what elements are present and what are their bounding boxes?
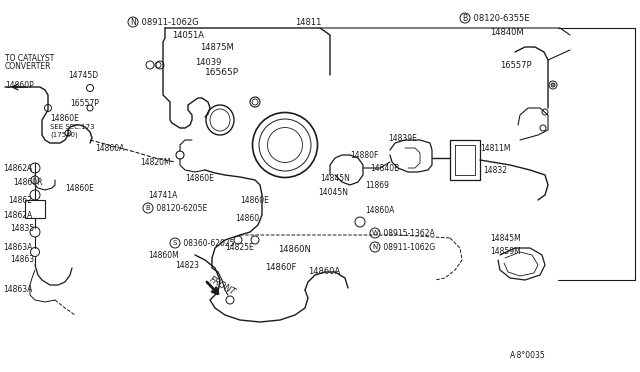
Text: S: S [173, 240, 177, 246]
Text: 14745D: 14745D [68, 71, 98, 80]
Text: 11869: 11869 [365, 180, 389, 189]
Text: 14863: 14863 [10, 256, 34, 264]
Text: N: N [372, 244, 378, 250]
Text: 14840B: 14840B [370, 164, 399, 173]
Text: 08911-1062G: 08911-1062G [381, 243, 435, 251]
Text: 14860M: 14860M [148, 250, 179, 260]
Text: 14039: 14039 [195, 58, 221, 67]
Text: 14045N: 14045N [318, 187, 348, 196]
Text: 14823: 14823 [175, 260, 199, 269]
Text: 14860P: 14860P [5, 80, 34, 90]
Text: B: B [463, 13, 468, 22]
Text: 14845M: 14845M [490, 234, 521, 243]
Text: 14863A: 14863A [3, 244, 33, 253]
Text: 14832: 14832 [483, 166, 507, 174]
Text: 14839E: 14839E [388, 134, 417, 142]
Text: TO CATALYST: TO CATALYST [5, 54, 54, 62]
Text: 14860N: 14860N [278, 246, 311, 254]
Text: 14845N: 14845N [320, 173, 350, 183]
Text: 14860E: 14860E [185, 173, 214, 183]
Circle shape [551, 83, 555, 87]
Text: 08911-1062G: 08911-1062G [139, 17, 198, 26]
Text: 14825E: 14825E [225, 244, 253, 253]
Text: 08915-1362A: 08915-1362A [381, 228, 435, 237]
Text: 14863A: 14863A [3, 285, 33, 295]
Text: SEE SEC.173: SEE SEC.173 [50, 124, 95, 130]
Text: 14860F: 14860F [265, 263, 296, 273]
Text: W: W [372, 230, 378, 236]
Text: 14811M: 14811M [480, 144, 511, 153]
Text: 14875M: 14875M [200, 42, 234, 51]
Text: 14860A: 14860A [95, 144, 124, 153]
Text: 14862A: 14862A [3, 211, 32, 219]
Text: (17540): (17540) [50, 132, 77, 138]
Text: 14820M: 14820M [140, 157, 171, 167]
Text: A·8°0035: A·8°0035 [510, 350, 546, 359]
Text: 14860E: 14860E [65, 183, 94, 192]
Text: 14860E: 14860E [50, 113, 79, 122]
Text: 08120-6355E: 08120-6355E [471, 13, 529, 22]
Text: 14051A: 14051A [172, 31, 204, 39]
Text: 14860R: 14860R [13, 177, 42, 186]
Text: 08120-6205E: 08120-6205E [154, 203, 207, 212]
Text: 14862A: 14862A [3, 164, 32, 173]
Text: 14860A: 14860A [308, 267, 340, 276]
Text: CONVERTER: CONVERTER [5, 61, 51, 71]
Text: 14860E: 14860E [240, 196, 269, 205]
Text: 14811: 14811 [295, 17, 321, 26]
Text: 16557P: 16557P [500, 61, 532, 70]
Text: 08360-62025: 08360-62025 [181, 238, 234, 247]
Text: 16557P: 16557P [70, 99, 99, 108]
Text: FRONT: FRONT [208, 275, 237, 297]
Text: 14859M: 14859M [490, 247, 521, 257]
Text: 14860: 14860 [235, 214, 259, 222]
Text: 14835: 14835 [10, 224, 34, 232]
Text: 14741A: 14741A [148, 190, 177, 199]
Text: 14862: 14862 [8, 196, 32, 205]
Text: 14840M: 14840M [490, 28, 524, 36]
Text: 14860A: 14860A [365, 205, 394, 215]
Text: 14880F: 14880F [350, 151, 378, 160]
Bar [25, 200, 45, 218]
Text: 16565P: 16565P [205, 67, 239, 77]
Text: N: N [130, 17, 136, 26]
Text: B: B [146, 205, 150, 211]
